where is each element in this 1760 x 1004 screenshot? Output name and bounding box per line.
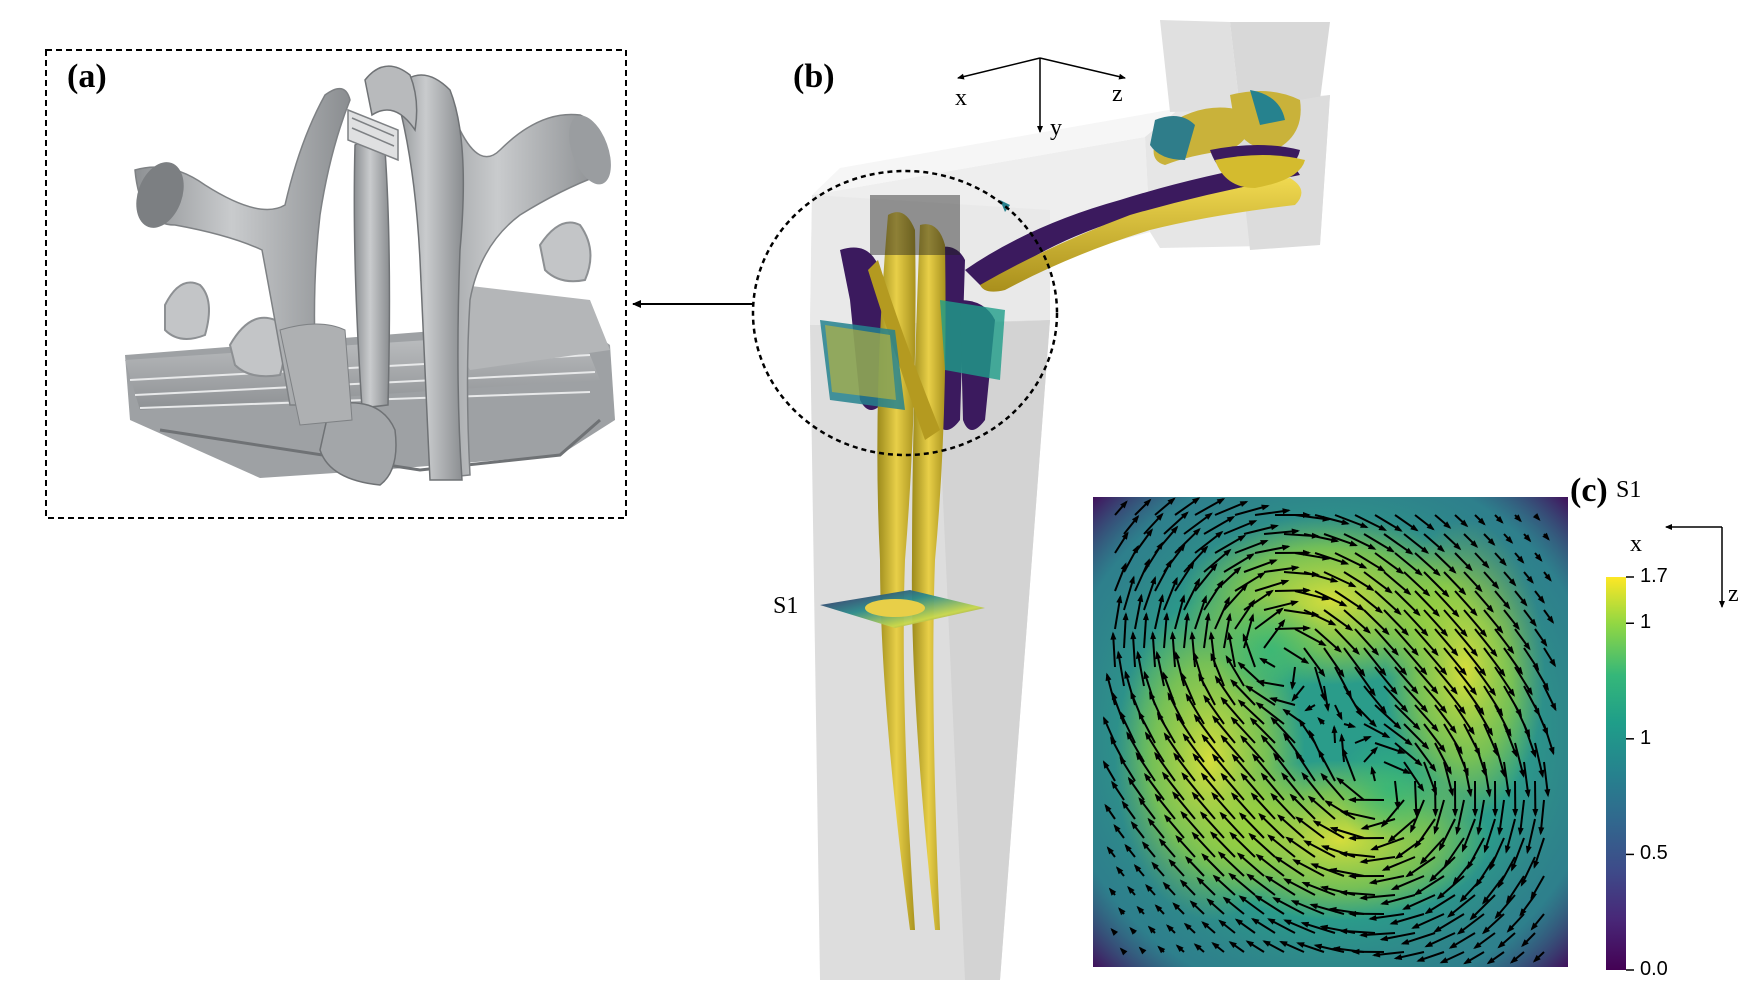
panel-a-label: (a) [67,60,107,94]
colorbar-tick-label: 1 [1640,728,1651,748]
colorbar-ticks [1626,577,1634,970]
axes-triad-c [1666,527,1722,607]
panel-c-label: (c) [1570,474,1608,508]
panel-a-isosurface [125,66,619,485]
panel-c-slice-label: S1 [1616,478,1641,502]
velocity-field [1093,497,1568,967]
colorbar-tick-label: 0.0 [1640,959,1668,979]
panel-b-label: (b) [793,60,835,94]
axis-c-x-label: x [1630,532,1642,556]
colorbar-tick-label: 1 [1640,612,1651,632]
colorbar-tick-label: 0.5 [1640,843,1668,863]
axes-triad-b [958,58,1125,132]
colorbar-tick-label: 1.7 [1640,566,1668,586]
colorbar-gradient [1606,577,1626,970]
panel-a [46,50,626,518]
panel-c [1093,497,1722,970]
axis-b-x-label: x [955,86,967,110]
panel-b-slice-label: S1 [773,594,798,618]
colorbar [1606,577,1634,970]
axis-b-y-label: y [1050,116,1062,140]
axis-c-z-label: z [1728,582,1739,606]
axis-b-z-label: z [1112,82,1123,106]
